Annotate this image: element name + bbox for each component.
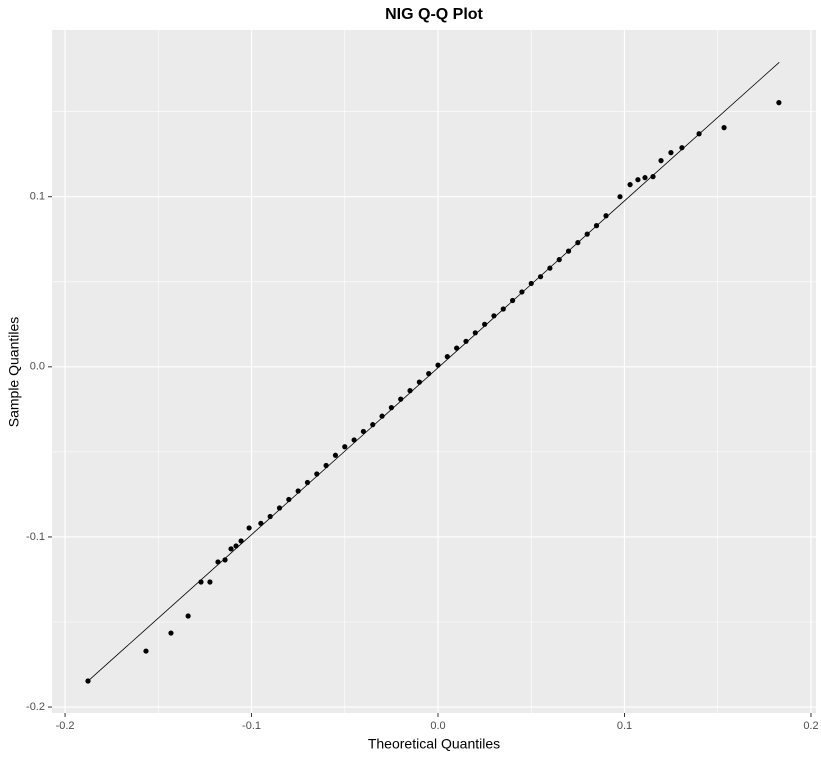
point: [295, 488, 301, 494]
point: [267, 513, 273, 520]
point: [258, 520, 264, 526]
point: [286, 496, 292, 503]
point: [547, 265, 553, 271]
reference-line: [87, 62, 780, 682]
point: [444, 354, 450, 360]
point: [679, 145, 685, 151]
point: [388, 405, 394, 411]
point: [627, 182, 633, 188]
point: [228, 546, 234, 552]
point: [556, 257, 562, 263]
point: [650, 174, 656, 180]
point: [668, 150, 674, 156]
point: [351, 437, 357, 443]
chart-title: NIG Q-Q Plot: [385, 6, 483, 23]
point: [416, 379, 422, 385]
y-tick-label: 0.1: [30, 191, 45, 203]
x-tick-label: 0.1: [617, 720, 632, 732]
point: [215, 559, 221, 565]
y-tick-label: 0.0: [30, 361, 45, 373]
point: [635, 177, 641, 183]
marks: [85, 62, 782, 684]
x-tick-label: 0.2: [803, 720, 818, 732]
point: [398, 396, 404, 402]
point: [528, 280, 534, 287]
point: [222, 557, 228, 563]
y-axis-title: Sample Quantiles: [6, 317, 22, 428]
point: [143, 648, 149, 654]
point: [332, 452, 339, 458]
point: [435, 362, 441, 368]
y-tick-label: -0.2: [26, 701, 45, 713]
point: [472, 330, 478, 336]
point: [510, 297, 516, 304]
point: [491, 313, 497, 319]
point: [323, 462, 329, 469]
point: [642, 175, 648, 181]
point: [370, 422, 376, 428]
point: [426, 371, 432, 377]
point: [519, 289, 525, 295]
point: [342, 444, 348, 450]
x-axis-title: Theoretical Quantiles: [368, 736, 500, 752]
x-tick-label: -0.2: [56, 720, 75, 732]
point: [198, 579, 204, 585]
point: [575, 240, 581, 246]
point: [276, 505, 283, 511]
point: [85, 678, 91, 684]
point: [565, 248, 572, 254]
point: [584, 231, 590, 237]
point: [314, 471, 320, 477]
point: [721, 125, 727, 131]
point: [463, 338, 469, 344]
point: [482, 321, 488, 327]
point: [207, 579, 213, 585]
grid: [52, 30, 816, 713]
point: [593, 223, 600, 229]
x-tick-label: 0.0: [430, 720, 445, 732]
point: [537, 274, 544, 280]
point: [233, 543, 239, 549]
point: [407, 388, 413, 394]
point: [304, 479, 311, 486]
point: [168, 630, 174, 636]
point: [185, 613, 191, 619]
point: [603, 213, 609, 219]
point: [360, 428, 367, 435]
point: [246, 525, 252, 531]
point: [776, 100, 782, 106]
point: [238, 538, 244, 544]
x-tick-label: -0.1: [242, 720, 261, 732]
point: [658, 158, 664, 164]
point: [454, 345, 460, 351]
point: [379, 413, 385, 419]
y-tick-label: -0.1: [26, 531, 45, 543]
point: [500, 306, 506, 312]
point: [617, 194, 623, 200]
point: [696, 131, 702, 137]
